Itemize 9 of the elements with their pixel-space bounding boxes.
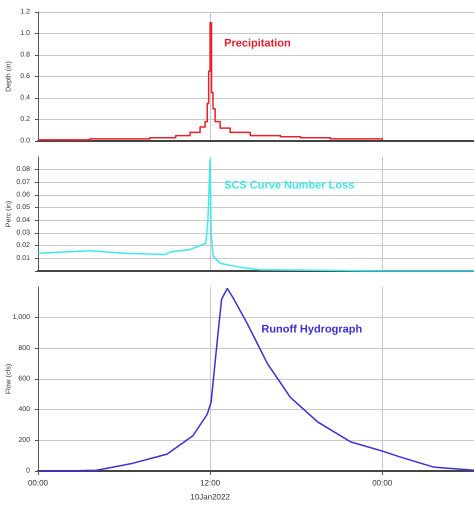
line-series: [37, 288, 474, 472]
line-series: [37, 158, 474, 272]
x-tick-label: 12:00: [200, 478, 221, 488]
series-label: Runoff Hydrograph: [261, 323, 362, 336]
series-label: SCS Curve Number Loss: [224, 179, 354, 192]
x-tick-label: 00:00: [28, 478, 49, 488]
series-label: Precipitation: [224, 37, 292, 50]
text: 10Jan2022: [190, 492, 230, 502]
x-tick-label: 00:00: [372, 478, 393, 488]
